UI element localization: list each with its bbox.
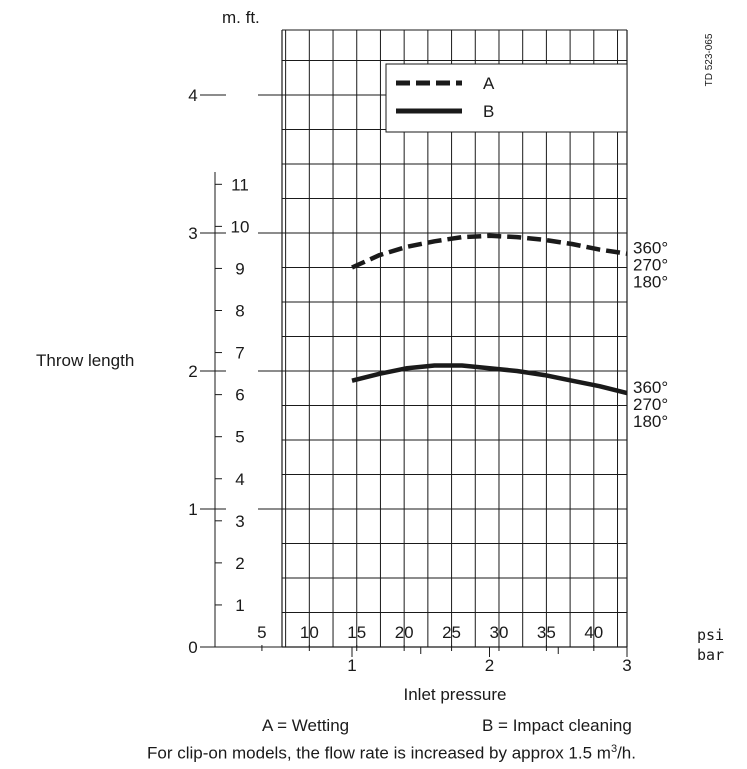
y-tick-label-ft: 10	[231, 217, 250, 236]
x-tick-label-psi: 20	[395, 623, 414, 642]
y-tick-label-m: 1	[188, 500, 197, 519]
y-tick-label-ft: 5	[235, 428, 244, 447]
curve-label-b: 360°	[633, 378, 668, 397]
note-main: For clip-on models, the flow rate is inc…	[147, 743, 611, 763]
y-tick-label-ft: 11	[231, 175, 249, 194]
x-tick-label-bar: 2	[485, 656, 494, 675]
y-tick-label-m: 3	[188, 224, 197, 243]
x-unit-bar: bar	[697, 646, 724, 664]
y-tick-label-m: 0	[188, 638, 197, 657]
x-tick-label-psi: 15	[347, 623, 366, 642]
x-axis-label: Inlet pressure	[404, 685, 507, 704]
note-tail: /h.	[617, 743, 636, 763]
curve-label-a: 270°	[633, 256, 668, 275]
legend-label-b: B	[483, 102, 494, 121]
x-tick-label-psi: 5	[257, 623, 266, 642]
x-tick-label-psi: 30	[490, 623, 509, 642]
curve-label-a: 180°	[633, 273, 668, 292]
y-tick-label-m: 4	[188, 86, 197, 105]
y-tick-label-ft: 3	[235, 512, 244, 531]
curve-label-b: 270°	[633, 395, 668, 414]
legend-box	[385, 63, 628, 133]
y-tick-label-ft: 8	[235, 302, 244, 321]
y-axis-units: m. ft.	[222, 8, 260, 27]
y-tick-label-ft: 7	[235, 344, 244, 363]
legend-explain-a: A = Wetting	[262, 716, 350, 735]
x-tick-label-psi: 40	[584, 623, 603, 642]
legend-explain-b: B = Impact cleaning	[482, 716, 632, 735]
flow-rate-note: For clip-on models, the flow rate is inc…	[147, 743, 636, 764]
series-line-a	[351, 233, 628, 270]
x-unit-psi: psi	[697, 626, 724, 644]
y-tick-label-ft: 6	[235, 386, 244, 405]
curve-label-b: 180°	[633, 412, 668, 431]
x-tick-label-bar: 3	[622, 656, 631, 675]
curve-label-a: 360°	[633, 239, 668, 258]
series-line-b	[351, 363, 628, 396]
x-tick-label-psi: 10	[300, 623, 319, 642]
x-tick-label-bar: 1	[347, 656, 356, 675]
note-sup: 3	[610, 743, 618, 755]
reference-tag: TD 523-065	[704, 33, 715, 86]
y-tick-label-ft: 2	[235, 554, 244, 573]
y-tick-label-ft: 9	[235, 259, 244, 278]
legend-label-a: A	[483, 74, 495, 93]
y-tick-label-ft: 1	[235, 596, 244, 615]
x-tick-label-psi: 35	[537, 623, 556, 642]
y-axis-label: Throw length	[36, 351, 134, 370]
x-tick-label-psi: 25	[442, 623, 461, 642]
y-tick-label-ft: 4	[235, 470, 244, 489]
y-tick-label-m: 2	[188, 362, 197, 381]
